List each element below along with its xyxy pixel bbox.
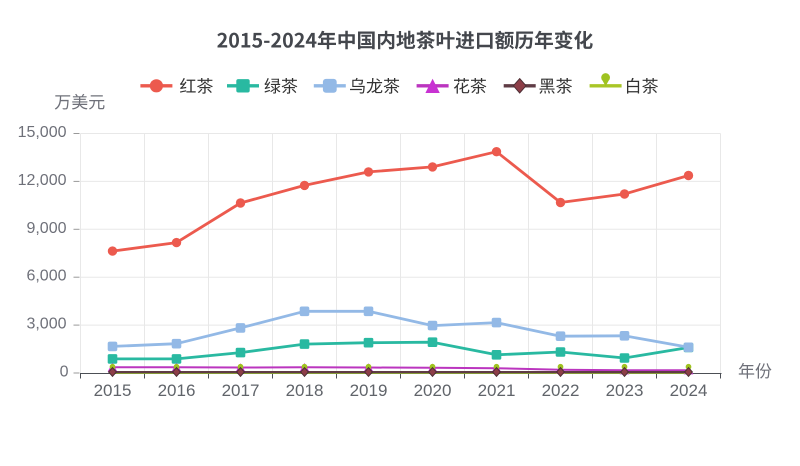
svg-text:0: 0: [60, 364, 69, 381]
svg-text:2024: 2024: [670, 381, 708, 400]
svg-text:2022: 2022: [542, 381, 580, 400]
svg-text:2015: 2015: [94, 381, 132, 400]
svg-text:15,000: 15,000: [18, 124, 67, 141]
svg-text:6,000: 6,000: [26, 268, 66, 285]
svg-text:2020: 2020: [414, 381, 452, 400]
svg-text:12,000: 12,000: [18, 172, 67, 189]
svg-text:2018: 2018: [286, 381, 324, 400]
svg-text:2023: 2023: [606, 381, 644, 400]
svg-text:9,000: 9,000: [26, 220, 66, 237]
svg-text:2021: 2021: [478, 381, 516, 400]
svg-text:2016: 2016: [158, 381, 196, 400]
svg-text:2017: 2017: [222, 381, 260, 400]
svg-text:3,000: 3,000: [26, 316, 66, 333]
svg-text:2019: 2019: [350, 381, 388, 400]
